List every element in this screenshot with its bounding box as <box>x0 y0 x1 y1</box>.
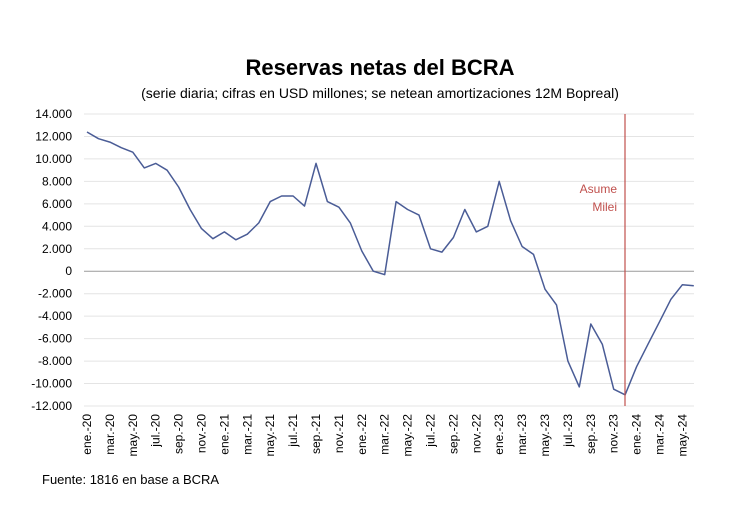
source-note: Fuente: 1816 en base a BCRA <box>42 472 219 487</box>
x-tick-label: sep.-22 <box>446 414 460 454</box>
x-tick-label: jul.-22 <box>424 414 438 448</box>
y-tick-label: -10.000 <box>31 377 72 391</box>
x-tick-label: may.-23 <box>538 414 552 457</box>
x-tick-label: mar.-20 <box>103 414 117 455</box>
x-tick-label: ene.-22 <box>355 414 369 455</box>
y-tick-label: 8.000 <box>42 174 72 188</box>
x-tick-label: may.-20 <box>126 414 140 457</box>
annotation-label: Asume <box>580 182 618 196</box>
y-tick-label: 4.000 <box>42 219 72 233</box>
y-tick-label: -2.000 <box>38 287 72 301</box>
y-tick-label: 10.000 <box>35 152 72 166</box>
x-tick-label: nov.-20 <box>195 414 209 453</box>
x-tick-label: nov.-21 <box>332 414 346 453</box>
chart-subtitle: (serie diaria; cifras en USD millones; s… <box>141 85 619 101</box>
y-tick-label: -8.000 <box>38 354 72 368</box>
x-tick-label: mar.-24 <box>653 414 667 455</box>
x-tick-label: mar.-21 <box>240 414 254 455</box>
x-tick-label: jul.-20 <box>149 414 163 448</box>
y-tick-label: -6.000 <box>38 332 72 346</box>
x-tick-label: mar.-23 <box>515 414 529 455</box>
x-tick-label: jul.-23 <box>561 414 575 448</box>
y-tick-label: 14.000 <box>35 107 72 121</box>
x-tick-label: nov.-22 <box>469 414 483 453</box>
x-tick-label: mar.-22 <box>378 414 392 455</box>
x-tick-label: ene.-23 <box>492 414 506 455</box>
y-tick-label: 2.000 <box>42 242 72 256</box>
y-tick-label: -12.000 <box>31 399 72 413</box>
annotation-label: Milei <box>592 200 617 214</box>
x-tick-label: ene.-20 <box>80 414 94 455</box>
y-tick-label: -4.000 <box>38 309 72 323</box>
x-tick-label: may.-24 <box>675 414 689 457</box>
y-tick-label: 12.000 <box>35 129 72 143</box>
y-tick-label: 6.000 <box>42 197 72 211</box>
x-tick-label: nov.-23 <box>607 414 621 453</box>
x-tick-label: jul.-21 <box>286 414 300 448</box>
chart-title: Reservas netas del BCRA <box>245 55 514 80</box>
x-tick-label: may.-21 <box>263 414 277 457</box>
y-tick-label: 0 <box>65 264 72 278</box>
x-tick-label: ene.-21 <box>217 414 231 455</box>
x-tick-label: may.-22 <box>401 414 415 457</box>
x-tick-label: sep.-20 <box>172 414 186 454</box>
x-tick-label: sep.-21 <box>309 414 323 454</box>
series-line <box>86 131 694 396</box>
x-tick-label: sep.-23 <box>584 414 598 454</box>
x-tick-label: ene.-24 <box>630 414 644 455</box>
